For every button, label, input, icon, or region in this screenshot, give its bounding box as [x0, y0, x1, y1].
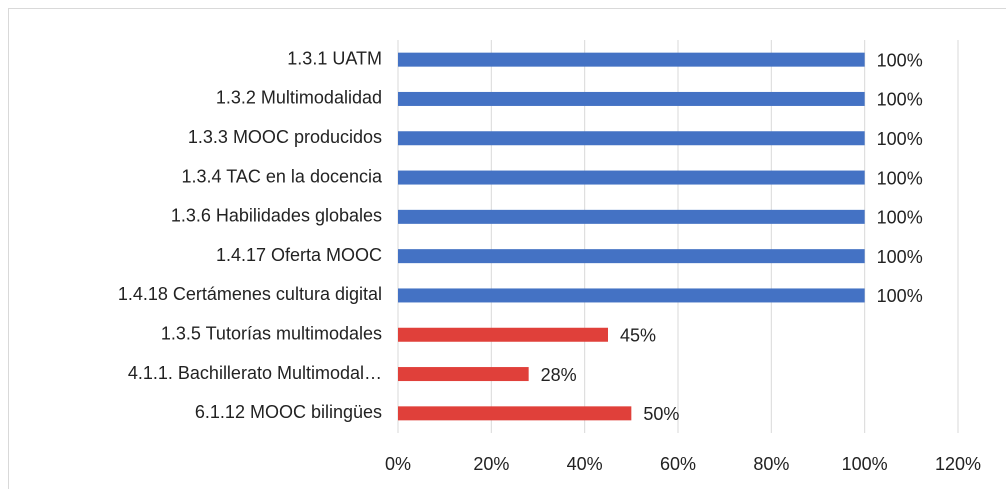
y-tick-label: 1.3.3 MOOC producidos	[188, 127, 382, 147]
value-label: 100%	[877, 90, 923, 110]
value-label: 50%	[643, 404, 679, 424]
bar	[398, 249, 865, 263]
bar	[398, 131, 865, 145]
x-tick-label: 20%	[473, 454, 509, 474]
x-tick-label: 100%	[842, 454, 888, 474]
y-tick-label: 1.3.6 Habilidades globales	[171, 206, 382, 226]
value-label: 45%	[620, 326, 656, 346]
y-tick-label: 1.3.1 UATM	[287, 48, 382, 68]
value-label: 100%	[877, 286, 923, 306]
x-tick-label: 80%	[753, 454, 789, 474]
bar	[398, 288, 865, 302]
y-tick-label: 1.3.5 Tutorías multimodales	[161, 324, 382, 344]
y-tick-label: 1.3.2 Multimodalidad	[216, 88, 382, 108]
bar	[398, 53, 865, 67]
x-tick-label: 120%	[935, 454, 981, 474]
bar	[398, 171, 865, 185]
x-tick-label: 60%	[660, 454, 696, 474]
value-label: 100%	[877, 129, 923, 149]
y-tick-label: 6.1.12 MOOC bilingües	[195, 402, 382, 422]
bar	[398, 328, 608, 342]
bar	[398, 92, 865, 106]
value-label: 100%	[877, 168, 923, 188]
y-tick-label: 1.3.4 TAC en la docencia	[182, 166, 383, 186]
x-tick-label: 0%	[385, 454, 411, 474]
x-tick-label: 40%	[567, 454, 603, 474]
bar	[398, 406, 631, 420]
y-tick-label: 1.4.18 Certámenes cultura digital	[118, 284, 382, 304]
value-label: 28%	[541, 365, 577, 385]
value-label: 100%	[877, 50, 923, 70]
y-tick-label: 4.1.1. Bachillerato Multimodal…	[128, 363, 382, 383]
value-label: 100%	[877, 208, 923, 228]
bar	[398, 210, 865, 224]
y-tick-label: 1.4.17 Oferta MOOC	[216, 245, 382, 265]
bar	[398, 367, 529, 381]
value-label: 100%	[877, 247, 923, 267]
